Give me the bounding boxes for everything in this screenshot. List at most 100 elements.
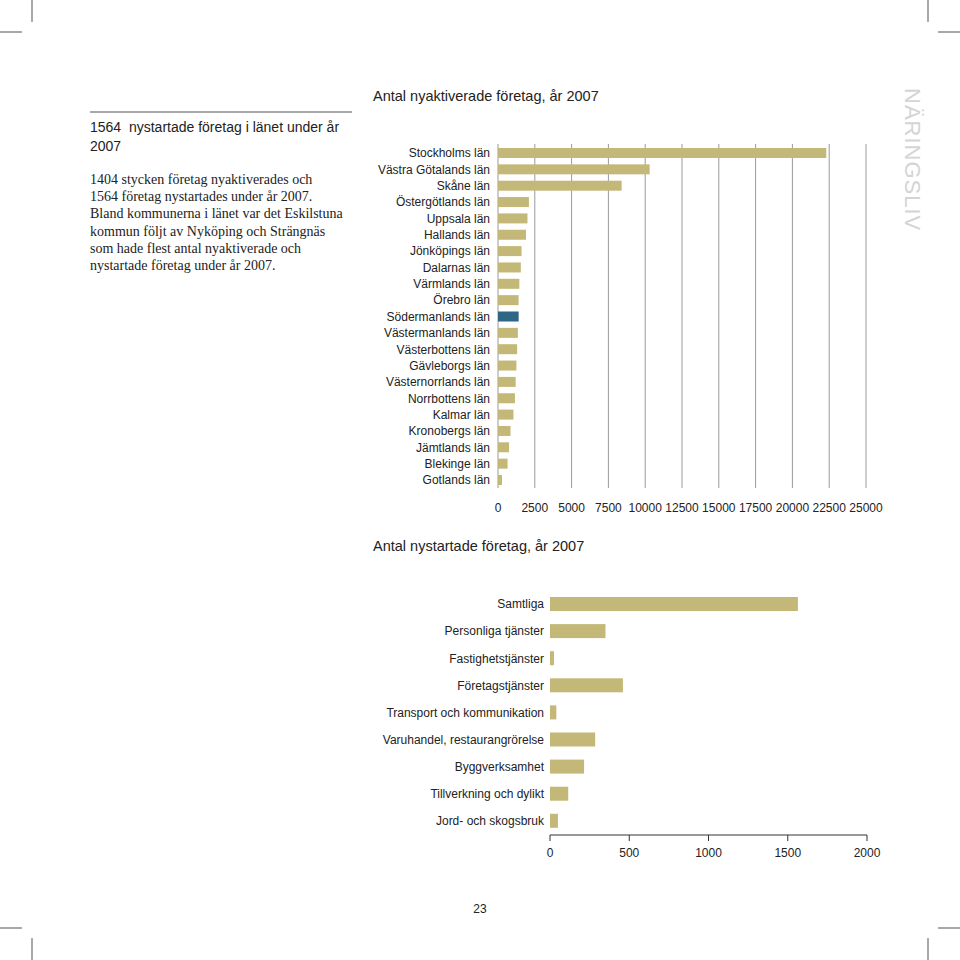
bar: [550, 624, 605, 638]
category-label: Dalarnas län: [423, 261, 490, 275]
bar: [498, 410, 513, 420]
bar: [498, 459, 508, 469]
bars: [498, 148, 826, 485]
category-label: Uppsala län: [427, 212, 490, 226]
sidebar-text: som hade flest antal nyaktiverade och: [90, 241, 301, 256]
tick-label: 1500: [774, 846, 801, 860]
crop-mark: [938, 32, 960, 33]
tick-label: 15000: [702, 501, 736, 515]
bar: [550, 787, 568, 801]
grid-line: [645, 144, 646, 488]
tick-mark: [629, 835, 630, 841]
bar: [498, 295, 519, 305]
category-label: Västra Götalands län: [378, 163, 490, 177]
category-label: Samtliga: [497, 597, 544, 611]
sidebar-heading: 1564 nystartade företag i länet under år…: [90, 119, 339, 154]
grid-line: [682, 144, 683, 488]
category-label: Kronobergs län: [409, 424, 490, 438]
bar: [498, 164, 650, 174]
tick-label: 5000: [558, 501, 585, 515]
crop-mark: [32, 938, 33, 960]
category-label: Gotlands län: [423, 473, 490, 487]
bar: [550, 733, 595, 747]
bar: [498, 361, 516, 371]
bar: [498, 197, 529, 207]
category-label: Personliga tjänster: [445, 624, 544, 638]
category-label: Företagstjänster: [457, 679, 544, 693]
sidebar-text: kommun följt av Nyköping och Strängnäs: [90, 224, 325, 239]
tick-label: 0: [547, 846, 554, 860]
grid-line: [866, 144, 867, 488]
bar: [498, 442, 509, 452]
section-label: NÄRINGSLIV: [900, 88, 925, 231]
chart-title: Antal nyaktiverade företag, år 2007: [373, 88, 599, 104]
category-label: Transport och kommunikation: [386, 706, 544, 720]
bar: [550, 760, 584, 774]
bar: [498, 312, 519, 322]
category-label: Tillverkning och dylikt: [430, 787, 544, 801]
category-label: Norrbottens län: [408, 392, 490, 406]
bar: [550, 705, 556, 719]
category-label: Södermanlands län: [387, 310, 490, 324]
grid-line: [792, 144, 793, 488]
category-label: Blekinge län: [425, 457, 490, 471]
bar: [498, 279, 519, 289]
category-label: Värmlands län: [413, 277, 490, 291]
tick-label: 2500: [521, 501, 548, 515]
tick-label: 20000: [776, 501, 810, 515]
category-label: Byggverksamhet: [455, 760, 545, 774]
bar: [498, 246, 522, 256]
category-label: Jämtlands län: [416, 441, 490, 455]
tick-label: 2000: [854, 846, 881, 860]
tick-label: 12500: [665, 501, 699, 515]
bar: [550, 814, 558, 828]
tick-label: 1000: [695, 846, 722, 860]
bar: [498, 230, 526, 240]
bar: [498, 377, 516, 387]
crop-mark: [32, 0, 33, 22]
tick-label: 0: [495, 501, 502, 515]
crop-marks: [0, 0, 960, 960]
sidebar-rule: [90, 112, 352, 113]
bar: [498, 148, 826, 158]
category-label: Gävleborgs län: [409, 359, 490, 373]
category-label: Hallands län: [424, 228, 490, 242]
grid-line: [534, 144, 535, 488]
crop-mark: [928, 0, 929, 22]
crop-mark: [0, 32, 22, 33]
tick-label: 500: [619, 846, 639, 860]
category-label: Västerbottens län: [397, 343, 490, 357]
tick-label: 22500: [813, 501, 847, 515]
chart: Antal nystartade företag, år 20070500100…: [373, 538, 881, 860]
grid-line: [829, 144, 830, 488]
category-label: Jord- och skogsbruk: [436, 814, 545, 828]
bar: [550, 651, 554, 665]
bars: [550, 597, 798, 828]
bar: [498, 328, 518, 338]
category-label: Jönköpings län: [410, 244, 490, 258]
category-label: Västernorrlands län: [386, 375, 490, 389]
bar: [498, 344, 517, 354]
category-label: Stockholms län: [409, 146, 490, 160]
tick-label: 7500: [595, 501, 622, 515]
bar: [498, 262, 521, 272]
category-label: Örebro län: [433, 293, 490, 307]
category-label: Västermanlands län: [384, 326, 490, 340]
category-label: Skåne län: [437, 179, 490, 193]
bar: [498, 426, 511, 436]
sidebar-text: 1564 företag nystartades under år 2007.: [90, 189, 312, 204]
category-label: Östergötlands län: [396, 195, 490, 209]
grid-line: [571, 144, 572, 488]
sidebar-heading-line: 1564 nystartade företag i länet under år: [90, 119, 339, 135]
tick-label: 10000: [629, 501, 663, 515]
page: 1564 nystartade företag i länet under år…: [0, 0, 960, 960]
sidebar-heading-line: 2007: [90, 138, 121, 154]
grid-line: [608, 144, 609, 488]
category-label: Varuhandel, restaurangrörelse: [383, 733, 545, 747]
tick-mark: [708, 835, 709, 841]
grid-line: [718, 144, 719, 488]
sidebar-text: nystartade företag under år 2007.: [90, 258, 275, 273]
crop-mark: [0, 928, 22, 929]
page-number: 23: [473, 902, 487, 916]
tick-label: 17500: [739, 501, 773, 515]
